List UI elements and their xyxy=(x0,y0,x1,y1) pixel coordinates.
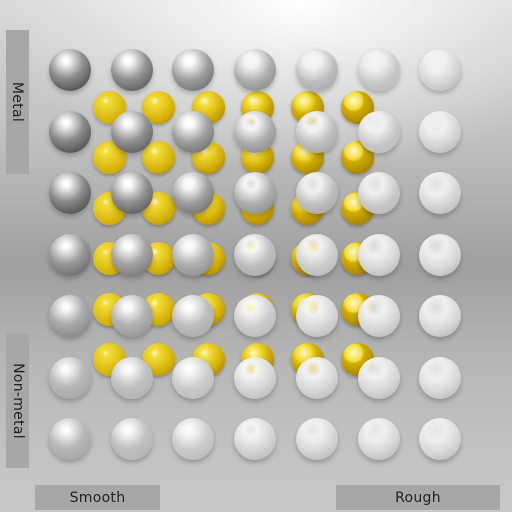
silver-sphere xyxy=(234,233,277,276)
silver-sphere xyxy=(295,49,338,91)
silver-sphere xyxy=(357,110,400,153)
silver-sphere xyxy=(357,233,400,276)
silver-sphere xyxy=(419,49,462,91)
silver-sphere xyxy=(49,49,91,91)
silver-sphere xyxy=(357,172,400,214)
silver-sphere xyxy=(295,233,338,276)
silver-sphere xyxy=(49,356,91,399)
silver-sphere xyxy=(234,356,277,399)
silver-sphere xyxy=(295,418,338,460)
silver-sphere xyxy=(419,356,462,399)
silver-sphere xyxy=(234,49,277,91)
silver-sphere xyxy=(172,233,215,276)
silver-sphere xyxy=(110,233,153,276)
silver-sphere xyxy=(172,356,215,399)
silver-sphere xyxy=(234,172,277,214)
silver-sphere xyxy=(419,295,462,337)
silver-sphere xyxy=(419,418,462,460)
gold-sphere xyxy=(142,141,176,174)
silver-sphere xyxy=(110,110,153,153)
smooth-label-text: Smooth xyxy=(69,489,126,506)
smooth-axis-label: Smooth xyxy=(35,485,160,510)
silver-sphere xyxy=(49,418,91,460)
silver-sphere xyxy=(110,295,153,337)
silver-sphere xyxy=(357,49,400,91)
silver-sphere xyxy=(357,295,400,337)
silver-sphere xyxy=(110,418,153,460)
silver-sphere xyxy=(234,418,277,460)
silver-sphere xyxy=(234,110,277,153)
silver-sphere xyxy=(110,49,153,91)
non-metal-axis-label: Non-metal xyxy=(6,333,29,468)
silver-sphere xyxy=(357,356,400,399)
silver-sphere xyxy=(49,172,91,214)
rough-label-text: Rough xyxy=(395,489,441,506)
silver-sphere xyxy=(357,418,400,460)
silver-sphere xyxy=(419,110,462,153)
silver-sphere xyxy=(172,418,215,460)
silver-sphere xyxy=(419,172,462,214)
silver-sphere xyxy=(295,295,338,337)
silver-sphere xyxy=(172,295,215,337)
silver-sphere xyxy=(419,233,462,276)
silver-sphere xyxy=(295,172,338,214)
silver-sphere xyxy=(49,295,91,337)
metal-axis-label: Metal xyxy=(6,30,29,174)
silver-sphere xyxy=(49,110,91,153)
silver-sphere xyxy=(49,233,91,276)
silver-sphere xyxy=(234,295,277,337)
silver-sphere xyxy=(110,356,153,399)
silver-sphere xyxy=(172,110,215,153)
non-metal-label-text: Non-metal xyxy=(9,362,26,439)
silver-sphere xyxy=(110,172,153,214)
rough-axis-label: Rough xyxy=(336,485,500,510)
silver-sphere xyxy=(172,172,215,214)
silver-sphere xyxy=(295,110,338,153)
metal-label-text: Metal xyxy=(9,81,26,123)
silver-sphere xyxy=(172,49,215,91)
silver-sphere xyxy=(295,356,338,399)
